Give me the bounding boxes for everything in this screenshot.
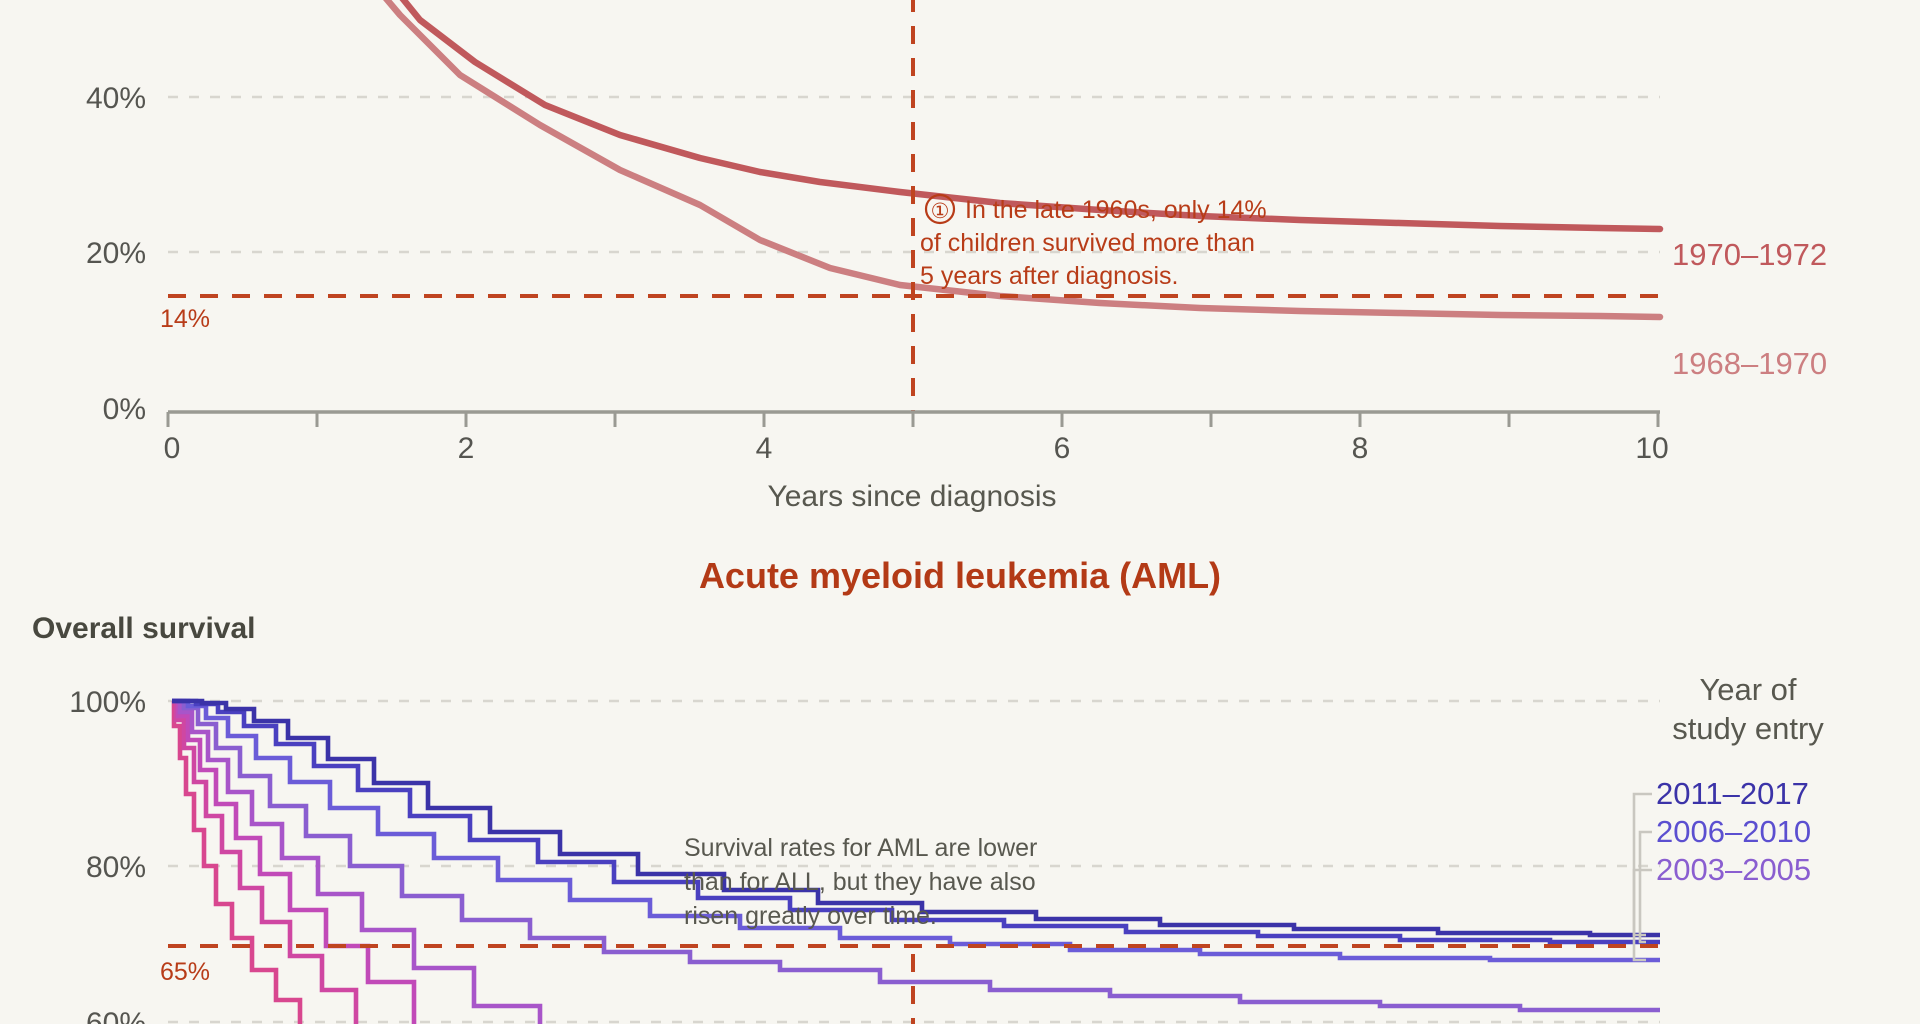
all-series-label-1970-1972: 1970–1972 — [1672, 237, 1827, 272]
aml-chart-svg: Overall survival 100% 80% 60% — [32, 612, 1824, 1024]
aml-annotation-line-3: risen greatly over time. — [684, 902, 937, 930]
aml-legend-header-line2: study entry — [1672, 711, 1824, 746]
aml-annotation-line-2: than for ALL, but they have also — [684, 868, 1036, 896]
all-xaxis-title: Years since diagnosis — [767, 480, 1056, 513]
aml-legend-connectors — [1632, 792, 1652, 962]
all-xtick-4: 4 — [756, 432, 773, 465]
all-ytick-0: 0% — [103, 393, 146, 426]
aml-legend-item-2011-2017[interactable]: 2011–2017 — [1656, 776, 1809, 811]
aml-legend: Year of study entry 2011–2017 2006–2010 … — [1632, 672, 1824, 962]
annotation-marker-circle-icon — [924, 193, 956, 225]
aml-series-1982-1986 — [172, 698, 359, 1024]
aml-series-group — [171, 698, 1660, 1024]
all-series-1970-1972 — [399, 0, 1664, 233]
aml-series-2003-2005 — [172, 698, 1660, 963]
aml-series-2006-2010 — [172, 698, 1660, 945]
all-panel: 40% 20% 0% 14% ① In the late 1960s, only… — [0, 0, 1920, 465]
aml-ytick-80: 80% — [86, 851, 146, 884]
aml-title-wrap: Acute myeloid leukemia (AML) — [0, 548, 1920, 604]
aml-annotation: Survival rates for AML are lower than fo… — [684, 834, 1037, 930]
aml-legend-item-2003-2005[interactable]: 2003–2005 — [1656, 852, 1811, 887]
aml-series-1998-2002 — [172, 698, 1660, 1013]
all-xtick-8: 8 — [1352, 432, 1369, 465]
annotation-line-3: 5 years after diagnosis. — [920, 262, 1178, 290]
all-xaxis-title-wrap: Years since diagnosis — [0, 470, 1920, 520]
annotation-line-1: In the late 1960s, only 14% — [965, 196, 1267, 224]
aml-yaxis-title: Overall survival — [32, 612, 255, 645]
all-chart-svg: 40% 20% 0% 14% ① In the late 1960s, only… — [86, 0, 1827, 465]
all-x-axis — [166, 410, 1660, 427]
all-reference-label-14: 14% — [160, 305, 210, 333]
all-annotation: ① In the late 1960s, only 14% of childre… — [920, 193, 1267, 290]
aml-series-2011-2017 — [172, 698, 1660, 938]
annotation-marker-number: ① — [931, 200, 950, 223]
aml-ytick-100: 100% — [69, 686, 146, 719]
all-xtick-10: 10 — [1635, 432, 1668, 465]
all-series-label-1968-1970: 1968–1970 — [1672, 346, 1827, 381]
all-series-1968-1970 — [383, 0, 1664, 321]
aml-reference-label-65: 65% — [160, 958, 210, 986]
aml-series-1976-1981 — [171, 698, 303, 1024]
aml-legend-item-2006-2010[interactable]: 2006–2010 — [1656, 814, 1811, 849]
annotation-line-2: of children survived more than — [920, 229, 1255, 257]
all-xtick-6: 6 — [1054, 432, 1071, 465]
aml-panel-title: Acute myeloid leukemia (AML) — [699, 555, 1221, 596]
all-xtick-0: 0 — [164, 432, 181, 465]
aml-annotation-line-1: Survival rates for AML are lower — [684, 834, 1037, 862]
aml-series-1987-1992 — [172, 698, 417, 1024]
aml-series-1993-1997 — [172, 698, 543, 1024]
aml-panel: Overall survival 100% 80% 60% — [0, 608, 1920, 1024]
all-ytick-20: 20% — [86, 237, 146, 270]
all-gridlines — [168, 95, 1660, 254]
aml-legend-header-line1: Year of — [1699, 672, 1796, 707]
aml-gridlines — [168, 699, 1660, 1024]
all-xtick-2: 2 — [458, 432, 475, 465]
aml-ytick-60: 60% — [86, 1007, 146, 1024]
all-ytick-40: 40% — [86, 82, 146, 115]
